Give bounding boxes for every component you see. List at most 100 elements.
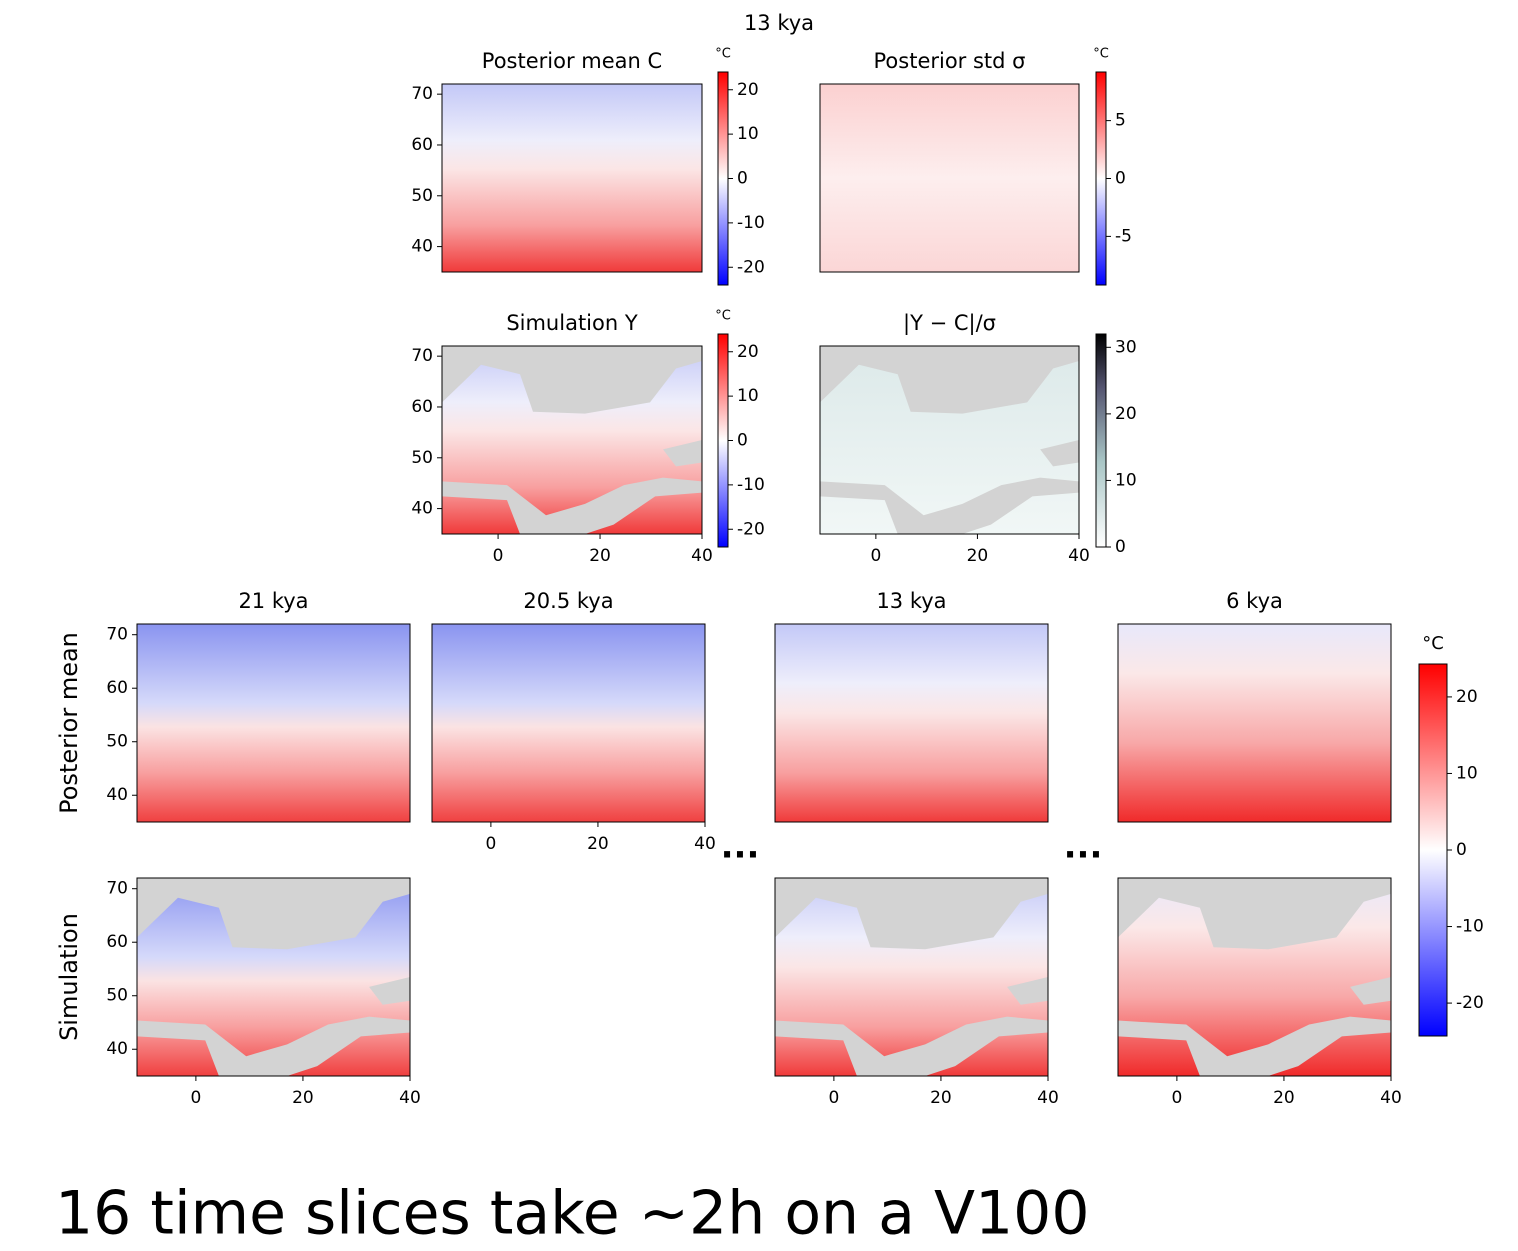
land-mask xyxy=(820,477,1079,534)
colorbar-tick-label: 20 xyxy=(737,80,759,100)
row-label: Posterior mean xyxy=(55,632,83,814)
heatmap-image xyxy=(432,624,705,822)
land-mask xyxy=(1118,878,1391,950)
colorbar xyxy=(717,333,729,548)
axes-frame xyxy=(431,623,706,823)
colorbar xyxy=(1095,71,1107,286)
colorbar-tick-label: 10 xyxy=(737,386,759,406)
axes-frame xyxy=(441,83,703,273)
land-mask xyxy=(820,346,1079,414)
colorbar-tick-label: 0 xyxy=(1456,840,1467,860)
y-tick-label: 60 xyxy=(411,397,433,417)
land-mask xyxy=(1007,977,1048,1005)
panel-title: Posterior std σ xyxy=(874,49,1026,73)
land-mask xyxy=(137,878,410,950)
colorbar xyxy=(717,71,729,286)
land-mask xyxy=(775,878,1048,950)
axes-frame xyxy=(774,623,1049,823)
y-tick-label: 40 xyxy=(411,237,433,257)
land-mask xyxy=(442,346,702,414)
colorbar-tick-label: 30 xyxy=(1115,337,1137,357)
ellipsis: ... xyxy=(721,827,760,867)
y-tick-label: 50 xyxy=(106,732,128,752)
land-mask xyxy=(775,1016,1048,1076)
x-tick-label: 0 xyxy=(1171,1088,1182,1108)
heatmap-image xyxy=(775,624,1048,822)
x-tick-label: 40 xyxy=(1037,1088,1059,1108)
colorbar-tick-label: 0 xyxy=(737,169,748,189)
colorbar-tick-label: -5 xyxy=(1115,226,1132,246)
ellipsis: ... xyxy=(1064,827,1103,867)
land-mask xyxy=(1350,977,1391,1005)
colorbar-tick-label: 20 xyxy=(1115,404,1137,424)
x-tick-label: 20 xyxy=(1273,1088,1295,1108)
panel-title: |Y − C|/σ xyxy=(903,311,996,336)
land-mask xyxy=(663,440,702,467)
heatmap-image xyxy=(1118,624,1391,822)
x-tick-label: 20 xyxy=(589,546,611,566)
axes-frame xyxy=(774,877,1049,1077)
colorbar-tick-label: 0 xyxy=(1115,537,1126,557)
panel-title: 21 kya xyxy=(238,589,308,613)
x-tick-label: 0 xyxy=(828,1088,839,1108)
colorbar-tick-label: -10 xyxy=(1456,917,1484,937)
colorbar xyxy=(1418,663,1448,1037)
x-tick-label: 20 xyxy=(967,546,989,566)
x-tick-label: 40 xyxy=(691,546,713,566)
axes-frame xyxy=(819,345,1080,535)
land-mask xyxy=(1118,1016,1391,1076)
x-tick-label: 20 xyxy=(930,1088,952,1108)
axes-frame xyxy=(1117,877,1392,1077)
panel-title: 13 kya xyxy=(876,589,946,613)
colorbar-unit: °C xyxy=(1422,633,1444,654)
y-tick-label: 40 xyxy=(106,1039,128,1059)
y-tick-label: 70 xyxy=(411,346,433,366)
heatmap-image xyxy=(442,84,702,272)
land-mask xyxy=(442,477,702,534)
x-tick-label: 40 xyxy=(399,1088,421,1108)
y-tick-label: 40 xyxy=(106,785,128,805)
row-label: Simulation xyxy=(55,913,83,1041)
y-tick-label: 60 xyxy=(106,932,128,952)
axes-frame xyxy=(136,623,411,823)
x-tick-label: 40 xyxy=(1068,546,1090,566)
y-tick-label: 60 xyxy=(106,678,128,698)
colorbar-tick-label: 20 xyxy=(1456,687,1478,707)
panel-title: 6 kya xyxy=(1226,589,1283,613)
y-tick-label: 40 xyxy=(411,499,433,519)
y-tick-label: 60 xyxy=(411,135,433,155)
colorbar-tick-label: 10 xyxy=(1456,763,1478,783)
axes-frame xyxy=(136,877,411,1077)
colorbar-tick-label: 10 xyxy=(737,124,759,144)
x-tick-label: 0 xyxy=(870,546,881,566)
land-mask xyxy=(137,1016,410,1076)
y-tick-label: 70 xyxy=(106,879,128,899)
colorbar-tick-label: 5 xyxy=(1115,111,1126,131)
y-tick-label: 50 xyxy=(106,986,128,1006)
axes-frame xyxy=(1117,623,1392,823)
x-tick-label: 40 xyxy=(694,834,716,854)
y-tick-label: 50 xyxy=(411,186,433,206)
colorbar-tick-label: -10 xyxy=(737,213,765,233)
land-mask xyxy=(369,977,410,1005)
axes-frame xyxy=(819,83,1080,273)
y-tick-label: 70 xyxy=(411,84,433,104)
colorbar-tick-label: -10 xyxy=(737,475,765,495)
x-tick-label: 0 xyxy=(190,1088,201,1108)
y-tick-label: 70 xyxy=(106,625,128,645)
panel-title: Simulation Y xyxy=(506,311,638,335)
colorbar-tick-label: 20 xyxy=(737,342,759,362)
colorbar-unit: °C xyxy=(715,47,731,62)
colorbar-tick-label: -20 xyxy=(737,257,765,277)
colorbar-tick-label: 0 xyxy=(1115,169,1126,189)
x-tick-label: 20 xyxy=(292,1088,314,1108)
colorbar-tick-label: -20 xyxy=(737,519,765,539)
panel-title: Posterior mean C xyxy=(482,49,662,73)
x-tick-label: 0 xyxy=(493,546,504,566)
y-tick-label: 50 xyxy=(411,448,433,468)
heatmap-image xyxy=(820,84,1079,272)
colorbar-tick-label: -20 xyxy=(1456,993,1484,1013)
figure-title: 13 kya xyxy=(744,11,814,35)
